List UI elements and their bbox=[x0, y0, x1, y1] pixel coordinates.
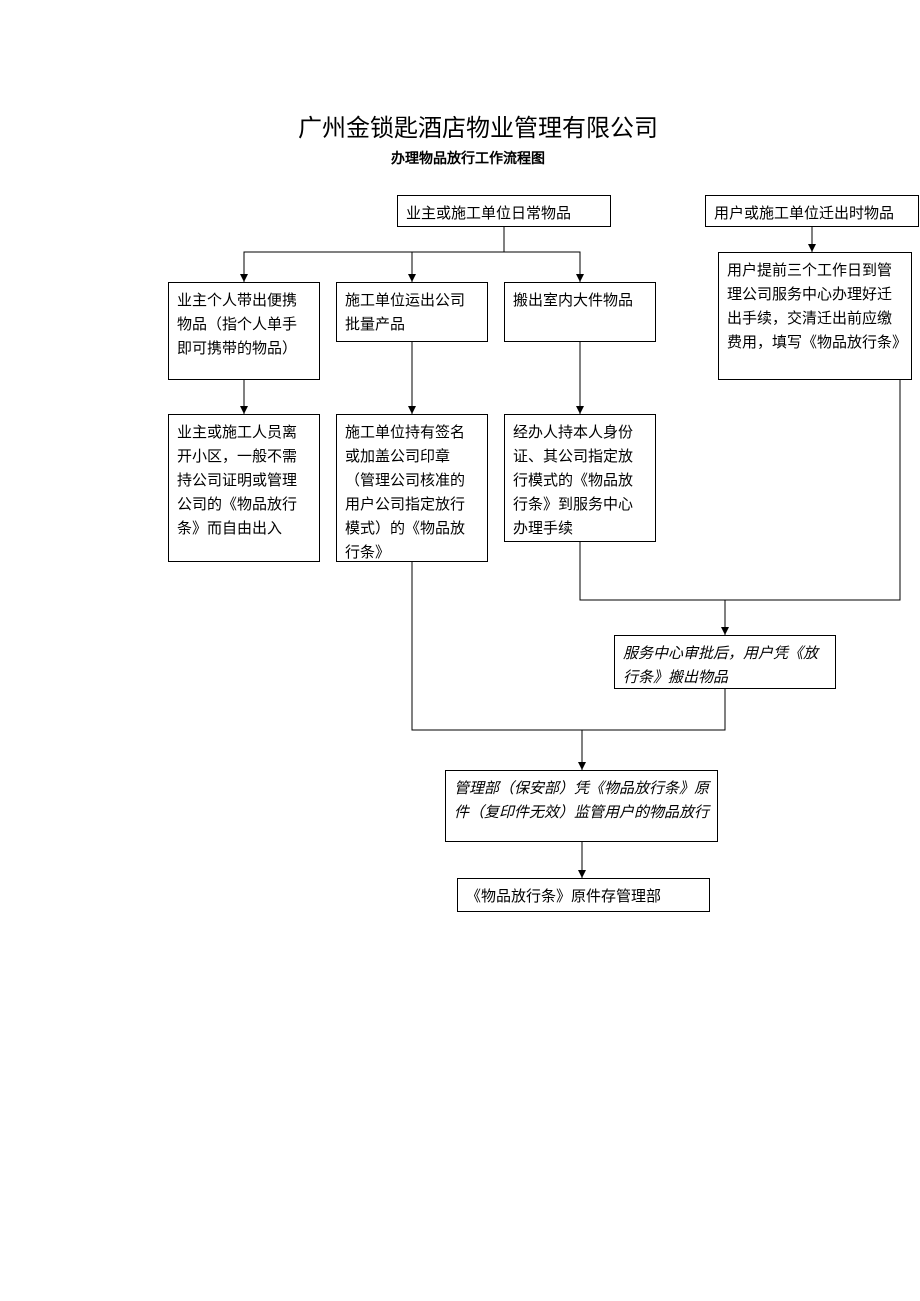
flow-node-row5_security: 管理部（保安部）凭《物品放行条》原件（复印件无效）监管用户的物品放行 bbox=[445, 770, 718, 842]
flow-node-row3_a: 业主或施工人员离开小区，一般不需持公司证明或管理公司的《物品放行条》而自由出入 bbox=[168, 414, 320, 562]
flow-node-row2_a: 业主个人带出便携物品（指个人单手即可携带的物品） bbox=[168, 282, 320, 380]
flow-node-row2_d: 用户提前三个工作日到管理公司服务中心办理好迁出手续，交清迁出前应缴费用，填写《物… bbox=[718, 252, 912, 380]
edge-row4_approve-to-row5_security bbox=[582, 689, 725, 770]
edge-row3_b-to-row5_security bbox=[412, 562, 582, 770]
page-subtitle: 办理物品放行工作流程图 bbox=[358, 148, 578, 168]
flow-node-row2_c: 搬出室内大件物品 bbox=[504, 282, 656, 342]
edge-top_daily-to-row2_b bbox=[412, 227, 504, 282]
flow-node-row3_c: 经办人持本人身份证、其公司指定放行模式的《物品放行条》到服务中心办理手续 bbox=[504, 414, 656, 542]
edge-top_daily-to-row2_a bbox=[244, 227, 504, 282]
flow-node-row3_b: 施工单位持有签名或加盖公司印章（管理公司核准的用户公司指定放行模式）的《物品放行… bbox=[336, 414, 488, 562]
edge-row2_d-to-row4_approve bbox=[725, 380, 900, 635]
flow-node-row2_b: 施工单位运出公司批量产品 bbox=[336, 282, 488, 342]
company-title: 广州金锁匙酒店物业管理有限公司 bbox=[258, 108, 698, 143]
edge-row3_c-to-row4_approve bbox=[580, 542, 725, 635]
flow-node-row6_file: 《物品放行条》原件存管理部 bbox=[457, 878, 710, 912]
edge-top_daily-to-row2_c bbox=[504, 227, 580, 282]
flow-node-top_moveout: 用户或施工单位迁出时物品 bbox=[705, 195, 919, 227]
flow-node-row4_approve: 服务中心审批后，用户凭《放行条》搬出物品 bbox=[614, 635, 836, 689]
flow-node-top_daily: 业主或施工单位日常物品 bbox=[397, 195, 611, 227]
